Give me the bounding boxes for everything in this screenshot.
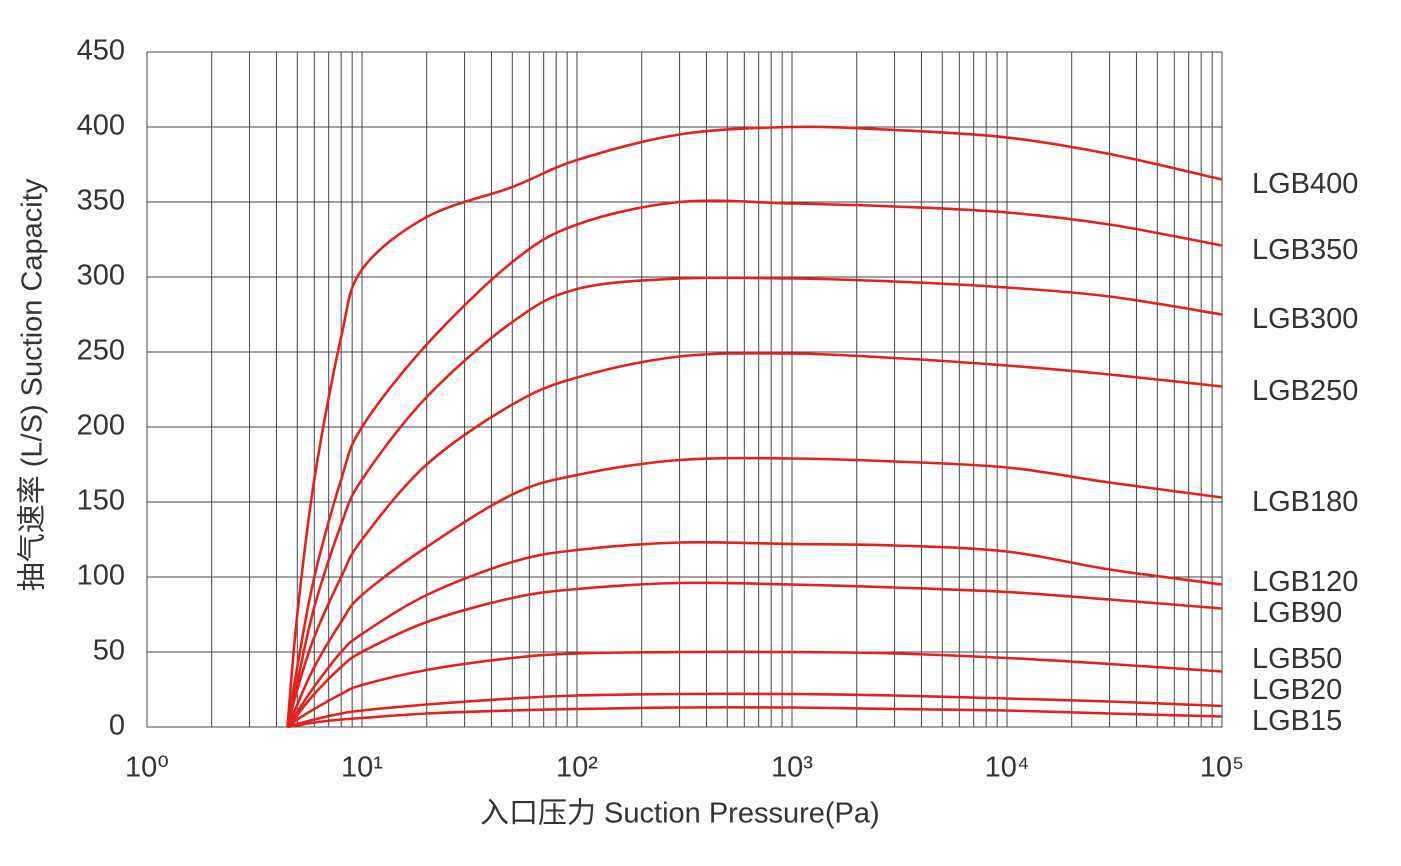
x-tick-label: 10² [556,752,598,784]
y-tick-label: 300 [77,260,125,292]
x-tick-label: 10¹ [341,752,383,784]
y-tick-label: 50 [93,635,125,667]
series-line [286,125,1223,728]
x-tick-label: 10⁴ [985,752,1030,784]
y-axis-title: 抽气速率 (L/S) Suction Capacity [16,178,49,591]
x-tick-label: 10⁰ [125,752,169,784]
x-axis-title: 入口压力 Suction Pressure(Pa) [480,797,880,830]
series-line [286,456,1223,728]
series-label: LGB250 [1252,375,1358,407]
series-line [287,692,1223,729]
series-line [286,650,1223,729]
y-tick-label: 400 [77,110,125,142]
x-tick-label: 10⁵ [1200,752,1244,784]
y-tick-label: 200 [77,410,125,442]
y-tick-label: 350 [77,185,125,217]
y-tick-label: 250 [77,335,125,367]
x-tick-label: 10³ [771,752,813,784]
series-label: LGB350 [1252,234,1358,266]
series-label: LGB15 [1252,705,1342,737]
y-tick-label: 100 [77,560,125,592]
y-tick-label: 0 [109,710,125,742]
series-label: LGB90 [1252,597,1342,629]
series-line [286,276,1223,728]
series-line [287,706,1223,729]
y-tick-label: 450 [77,35,125,67]
series-label: LGB120 [1252,566,1358,598]
y-tick-label: 150 [77,485,125,517]
series-line [286,199,1223,728]
series-label: LGB400 [1252,168,1358,200]
series-line [286,351,1223,728]
series-line [286,581,1223,728]
series-label: LGB50 [1252,643,1342,675]
series-label: LGB20 [1252,674,1342,706]
series-label: LGB180 [1252,486,1358,518]
series-line [286,540,1223,728]
series-label: LGB300 [1252,303,1358,335]
